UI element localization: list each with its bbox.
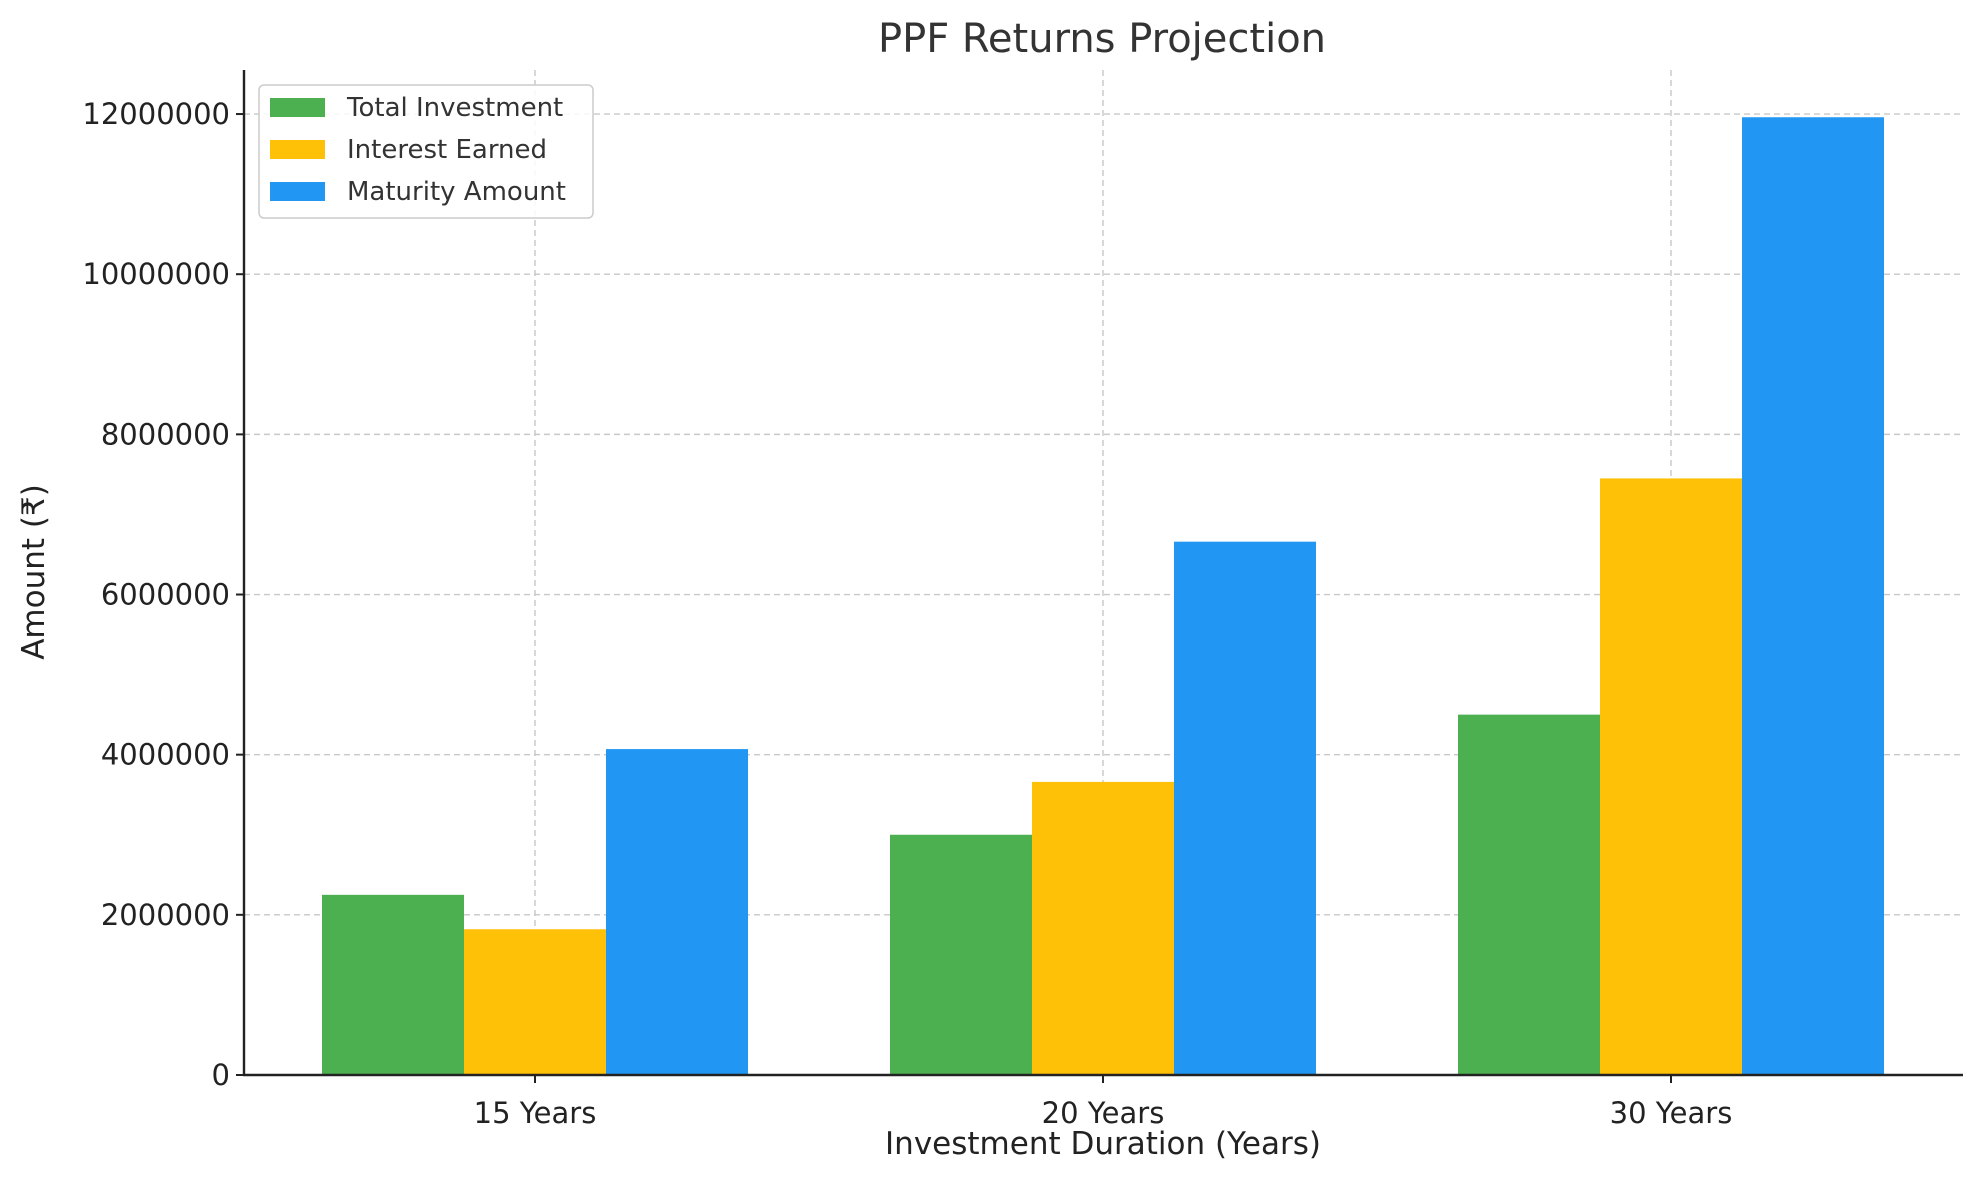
legend-swatch <box>270 182 325 201</box>
bar-maturity-amount <box>1174 541 1316 1075</box>
legend-label: Total Investment <box>346 93 563 123</box>
legend-items: Total Investment Interest Earned Maturity … <box>270 93 566 207</box>
bar-maturity-amount <box>1742 117 1884 1075</box>
x-tick-label: 15 Years <box>474 1096 597 1130</box>
bar-interest-earned <box>1600 478 1742 1075</box>
bar-maturity-amount <box>606 749 748 1075</box>
x-axis-label: Investment Duration (Years) <box>885 1126 1321 1162</box>
legend-box <box>258 84 594 219</box>
legend-swatch <box>270 140 325 159</box>
y-axis-label: Amount (₹) <box>16 484 52 660</box>
bar-interest-earned <box>1032 781 1174 1075</box>
bar-total-investment <box>1458 714 1600 1075</box>
x-tick-label: 30 Years <box>1610 1096 1733 1130</box>
y-tick-label: 12000000 <box>82 97 230 131</box>
bar-total-investment <box>322 894 464 1075</box>
x-tick-label: 20 Years <box>1042 1096 1165 1130</box>
y-tick-label: 0 <box>212 1058 230 1092</box>
bar-total-investment <box>890 834 1032 1075</box>
bar-interest-earned <box>464 929 606 1075</box>
legend-label: Maturity Amount <box>347 177 566 207</box>
y-tick-label: 10000000 <box>82 257 230 291</box>
bars <box>322 117 1884 1075</box>
y-tick-label: 2000000 <box>101 898 230 932</box>
legend-swatch <box>270 98 325 117</box>
y-tick-label: 4000000 <box>101 738 230 772</box>
y-tick-label: 8000000 <box>101 417 230 451</box>
y-ticks: 0 2000000 4000000 6000000 8000000 10000000 120… <box>82 97 244 1092</box>
chart-title: PPF Returns Projection <box>878 16 1326 62</box>
legend: Total Investment Interest Earned Maturity … <box>258 84 594 219</box>
legend-label: Interest Earned <box>347 135 547 165</box>
x-ticks: 15 Years 20 Years 30 Years <box>474 1075 1733 1130</box>
y-tick-label: 6000000 <box>101 578 230 612</box>
